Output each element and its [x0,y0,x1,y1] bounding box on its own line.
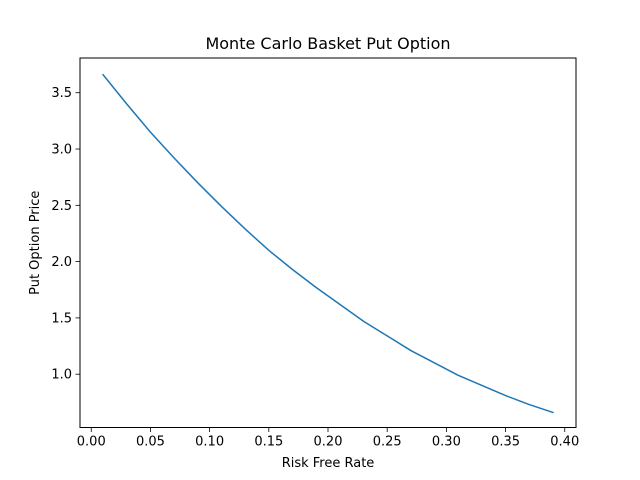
x-axis-ticks: 0.00 0.05 0.10 0.15 0.20 0.25 0.30 0.35 0.40 [77,427,579,450]
x-tick-label: 0.30 [432,435,461,450]
y-axis-label: Put Option Price [28,191,43,295]
x-tick-label: 0.15 [254,435,283,450]
x-tick-label: 0.00 [77,435,106,450]
y-axis-ticks: 1.0 1.5 2.0 2.5 3.0 3.5 [51,86,80,383]
x-tick-label: 0.10 [195,435,224,450]
x-tick-label: 0.35 [491,435,520,450]
y-tick-label: 2.0 [51,255,72,270]
series-line [102,73,554,414]
y-tick-label: 3.0 [51,143,72,158]
series-layer [102,73,554,414]
x-tick-label: 0.25 [373,435,402,450]
y-tick-label: 2.5 [51,199,72,214]
y-tick-label: 3.5 [51,86,72,101]
x-tick-label: 0.20 [314,435,343,450]
plot-area: 0.00 0.05 0.10 0.15 0.20 0.25 0.30 0.35 0.40 1.0… [51,57,579,450]
x-tick-label: 0.05 [136,435,165,450]
chart-title: Monte Carlo Basket Put Option [205,34,450,53]
x-axis-label: Risk Free Rate [282,456,375,471]
x-tick-label: 0.40 [550,435,579,450]
y-tick-label: 1.5 [51,311,72,326]
y-tick-label: 1.0 [51,368,72,383]
axes-frame [79,57,577,428]
